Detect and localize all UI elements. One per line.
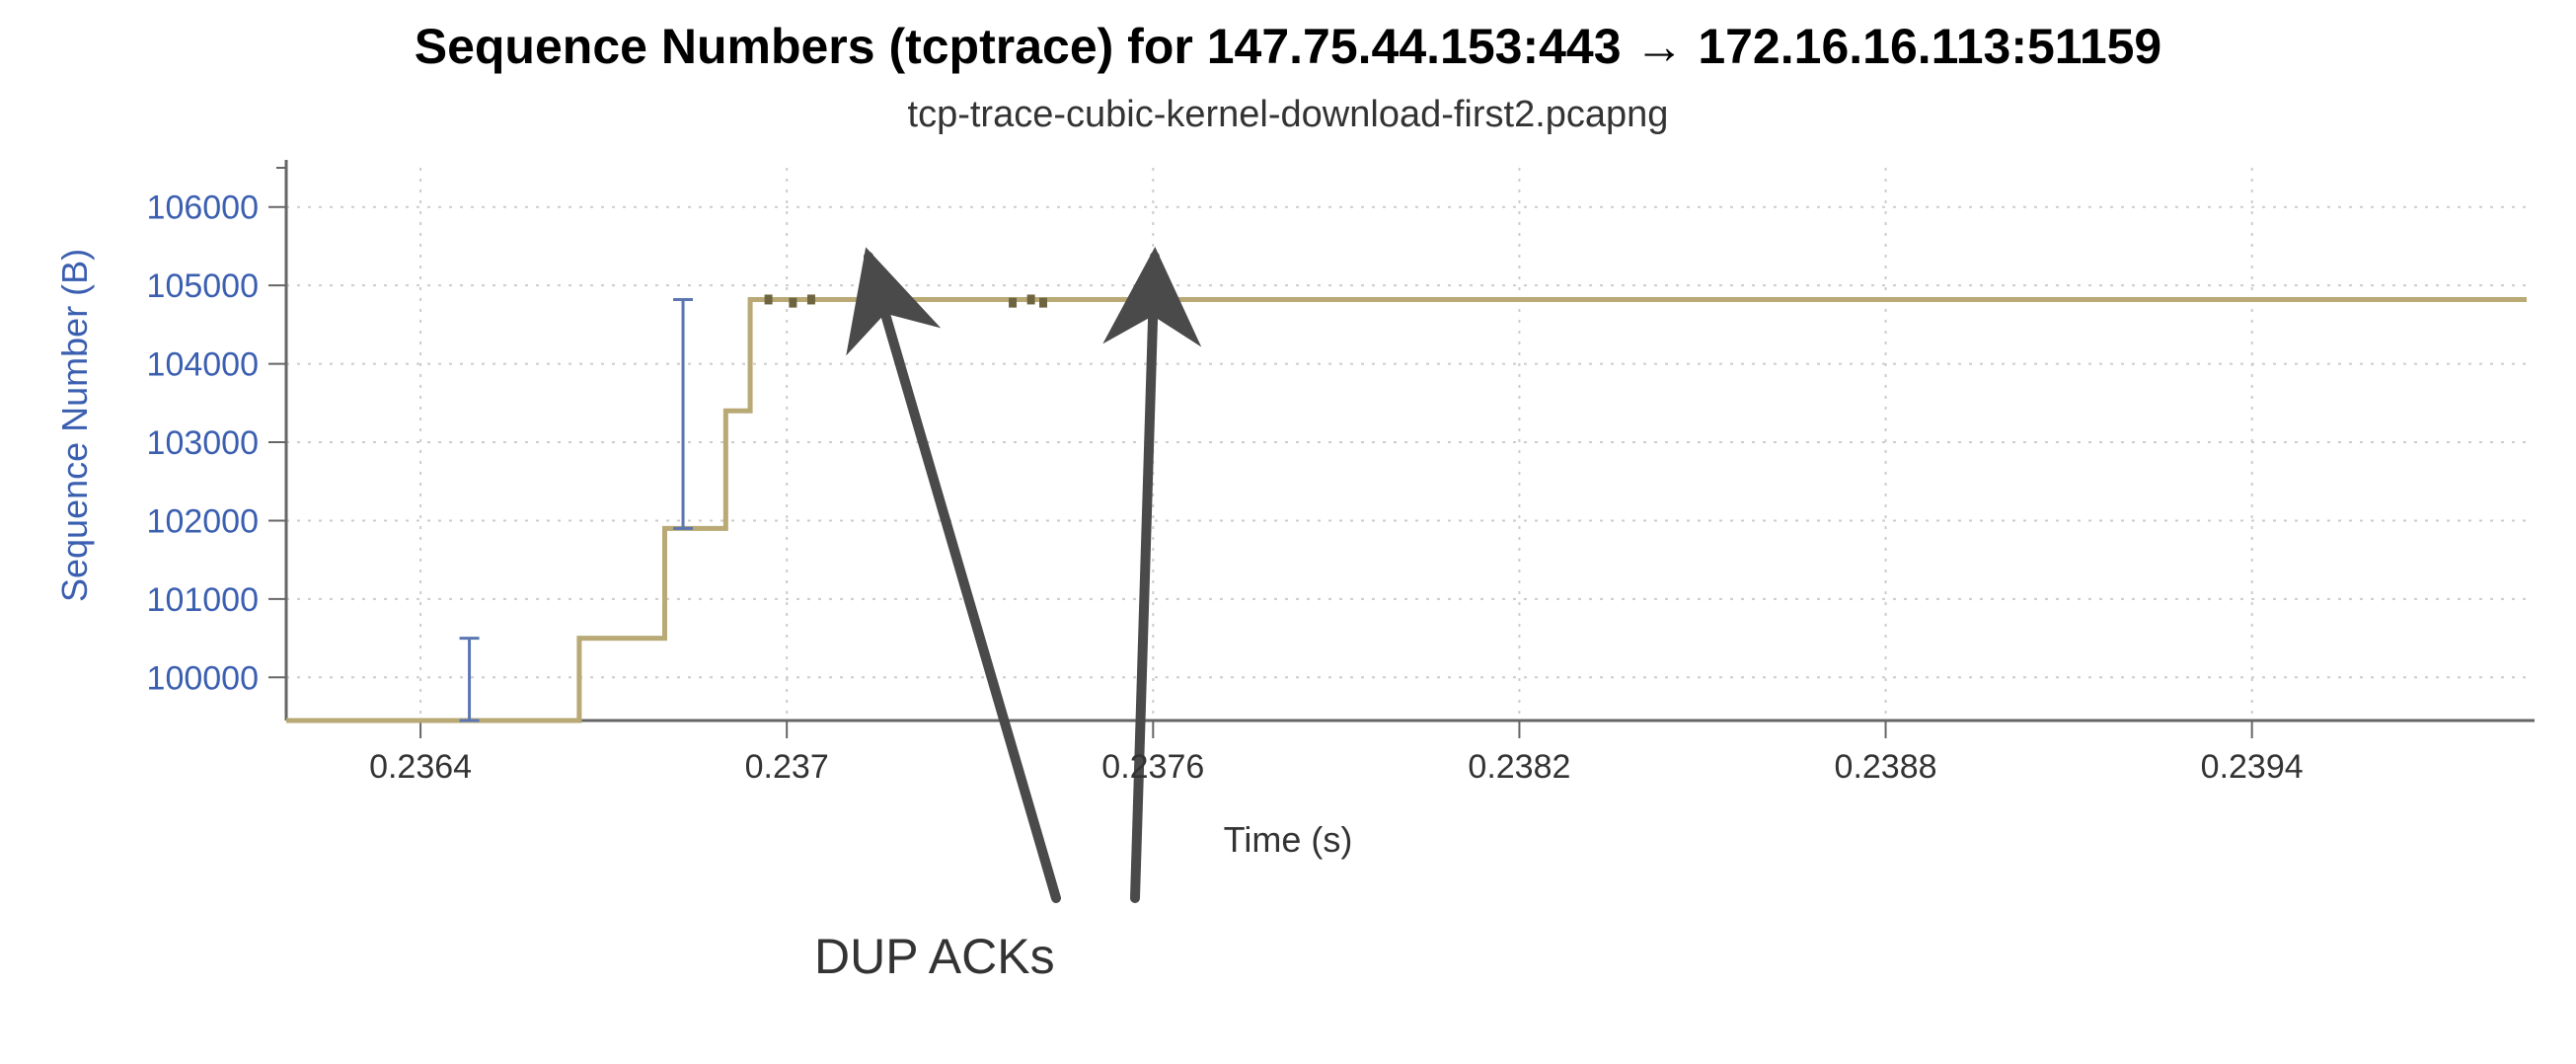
svg-text:104000: 104000 — [147, 346, 259, 384]
svg-text:102000: 102000 — [147, 502, 259, 540]
svg-text:0.2376: 0.2376 — [1101, 748, 1204, 786]
svg-text:106000: 106000 — [147, 190, 259, 227]
arrow-annotations — [869, 257, 1155, 898]
svg-text:103000: 103000 — [147, 424, 259, 462]
svg-text:101000: 101000 — [147, 581, 259, 619]
svg-text:100000: 100000 — [147, 659, 259, 697]
svg-text:105000: 105000 — [147, 267, 259, 305]
svg-text:0.2394: 0.2394 — [2201, 748, 2304, 786]
axes-layer — [268, 160, 2535, 738]
svg-text:0.237: 0.237 — [745, 748, 829, 786]
svg-text:0.2382: 0.2382 — [1468, 748, 1570, 786]
svg-text:0.2364: 0.2364 — [369, 748, 472, 786]
data-layer — [286, 294, 2527, 721]
tcptrace-chart: 100000 101000 102000 103000 104000 105000 1060… — [0, 0, 2576, 1064]
svg-text:0.2388: 0.2388 — [1835, 748, 1937, 786]
